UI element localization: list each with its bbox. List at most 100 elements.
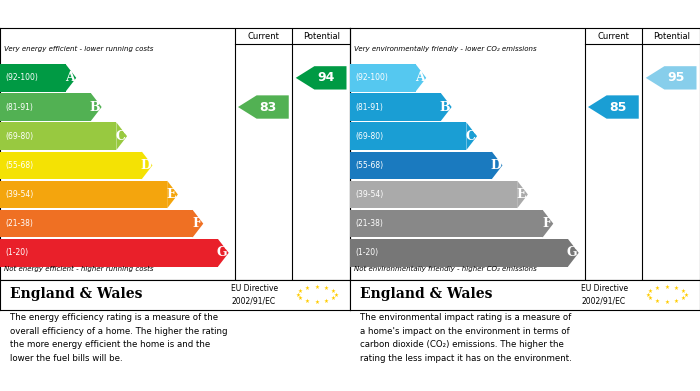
Text: 85: 85 bbox=[609, 100, 626, 113]
Text: (39-54): (39-54) bbox=[6, 190, 34, 199]
Text: 94: 94 bbox=[317, 72, 335, 84]
Polygon shape bbox=[568, 239, 579, 267]
Polygon shape bbox=[91, 93, 101, 121]
Text: Not energy efficient - higher running costs: Not energy efficient - higher running co… bbox=[4, 266, 153, 273]
Text: ★: ★ bbox=[314, 285, 319, 290]
Polygon shape bbox=[116, 122, 127, 150]
Polygon shape bbox=[167, 181, 178, 208]
Bar bbox=[0, 210, 193, 237]
Text: ★: ★ bbox=[298, 296, 302, 301]
Text: ★: ★ bbox=[654, 299, 659, 304]
Text: ★: ★ bbox=[674, 286, 679, 291]
Polygon shape bbox=[238, 95, 288, 119]
Text: ★: ★ bbox=[654, 286, 659, 291]
Text: B: B bbox=[440, 100, 450, 113]
Text: ★: ★ bbox=[648, 289, 652, 294]
Text: Environmental Impact (CO₂) Rating: Environmental Impact (CO₂) Rating bbox=[357, 7, 589, 20]
Bar bbox=[350, 152, 492, 179]
Text: F: F bbox=[193, 217, 202, 230]
Text: Not environmentally friendly - higher CO₂ emissions: Not environmentally friendly - higher CO… bbox=[354, 266, 536, 273]
Text: (92-100): (92-100) bbox=[6, 74, 38, 83]
Polygon shape bbox=[416, 64, 426, 91]
Text: Potential: Potential bbox=[652, 32, 690, 41]
Polygon shape bbox=[588, 95, 638, 119]
Text: G: G bbox=[566, 246, 577, 259]
Polygon shape bbox=[542, 210, 553, 237]
Text: Energy Efficiency Rating: Energy Efficiency Rating bbox=[7, 7, 169, 20]
Text: ★: ★ bbox=[331, 296, 336, 301]
Text: ★: ★ bbox=[683, 292, 688, 298]
Text: ★: ★ bbox=[314, 300, 319, 305]
Text: C: C bbox=[466, 130, 475, 143]
Text: ★: ★ bbox=[664, 300, 669, 305]
Text: Current: Current bbox=[247, 32, 279, 41]
Bar bbox=[350, 210, 542, 237]
Polygon shape bbox=[218, 239, 229, 267]
Text: (92-100): (92-100) bbox=[355, 74, 388, 83]
Text: England & Wales: England & Wales bbox=[360, 287, 493, 301]
Bar bbox=[0, 152, 142, 179]
Bar bbox=[0, 93, 91, 121]
Text: (39-54): (39-54) bbox=[355, 190, 384, 199]
Text: A: A bbox=[65, 72, 75, 84]
Polygon shape bbox=[142, 152, 153, 179]
Text: (1-20): (1-20) bbox=[6, 248, 29, 257]
Text: (81-91): (81-91) bbox=[355, 102, 383, 111]
Text: ★: ★ bbox=[324, 299, 329, 304]
Text: ★: ★ bbox=[295, 292, 300, 298]
Text: The energy efficiency rating is a measure of the
overall efficiency of a home. T: The energy efficiency rating is a measur… bbox=[10, 313, 228, 363]
Polygon shape bbox=[441, 93, 452, 121]
Bar bbox=[350, 93, 441, 121]
Text: ★: ★ bbox=[645, 292, 650, 298]
Polygon shape bbox=[645, 66, 696, 90]
Text: ★: ★ bbox=[681, 296, 686, 301]
Bar bbox=[350, 122, 466, 150]
Text: ★: ★ bbox=[331, 289, 336, 294]
Bar bbox=[350, 64, 416, 91]
Text: A: A bbox=[415, 72, 425, 84]
Polygon shape bbox=[492, 152, 503, 179]
Bar bbox=[350, 239, 568, 267]
Text: ★: ★ bbox=[681, 289, 686, 294]
Text: (81-91): (81-91) bbox=[6, 102, 33, 111]
Text: (55-68): (55-68) bbox=[355, 161, 384, 170]
Text: F: F bbox=[542, 217, 552, 230]
Text: ★: ★ bbox=[674, 299, 679, 304]
Text: England & Wales: England & Wales bbox=[10, 287, 143, 301]
Text: ★: ★ bbox=[333, 292, 338, 298]
Polygon shape bbox=[295, 66, 346, 90]
Text: D: D bbox=[490, 159, 501, 172]
Text: 95: 95 bbox=[667, 72, 685, 84]
Text: ★: ★ bbox=[298, 289, 302, 294]
Text: ★: ★ bbox=[664, 285, 669, 290]
Text: EU Directive
2002/91/EC: EU Directive 2002/91/EC bbox=[231, 283, 278, 305]
Text: EU Directive
2002/91/EC: EU Directive 2002/91/EC bbox=[581, 283, 628, 305]
Text: G: G bbox=[216, 246, 227, 259]
Text: ★: ★ bbox=[304, 286, 309, 291]
Text: Very energy efficient - lower running costs: Very energy efficient - lower running co… bbox=[4, 46, 153, 52]
Text: B: B bbox=[90, 100, 100, 113]
Text: (69-80): (69-80) bbox=[355, 132, 384, 141]
Text: E: E bbox=[167, 188, 176, 201]
Polygon shape bbox=[517, 181, 528, 208]
Bar bbox=[350, 181, 517, 208]
Bar bbox=[0, 122, 116, 150]
Bar bbox=[0, 181, 167, 208]
Text: (69-80): (69-80) bbox=[6, 132, 34, 141]
Polygon shape bbox=[466, 122, 477, 150]
Text: D: D bbox=[140, 159, 151, 172]
Bar bbox=[0, 239, 218, 267]
Text: (21-38): (21-38) bbox=[6, 219, 33, 228]
Text: (21-38): (21-38) bbox=[355, 219, 383, 228]
Text: Very environmentally friendly - lower CO₂ emissions: Very environmentally friendly - lower CO… bbox=[354, 46, 536, 52]
Polygon shape bbox=[193, 210, 203, 237]
Text: Potential: Potential bbox=[302, 32, 340, 41]
Text: 83: 83 bbox=[260, 100, 276, 113]
Text: C: C bbox=[116, 130, 125, 143]
Text: (55-68): (55-68) bbox=[6, 161, 34, 170]
Polygon shape bbox=[66, 64, 76, 91]
Bar bbox=[0, 64, 66, 91]
Text: The environmental impact rating is a measure of
a home's impact on the environme: The environmental impact rating is a mea… bbox=[360, 313, 573, 363]
Text: ★: ★ bbox=[304, 299, 309, 304]
Text: ★: ★ bbox=[324, 286, 329, 291]
